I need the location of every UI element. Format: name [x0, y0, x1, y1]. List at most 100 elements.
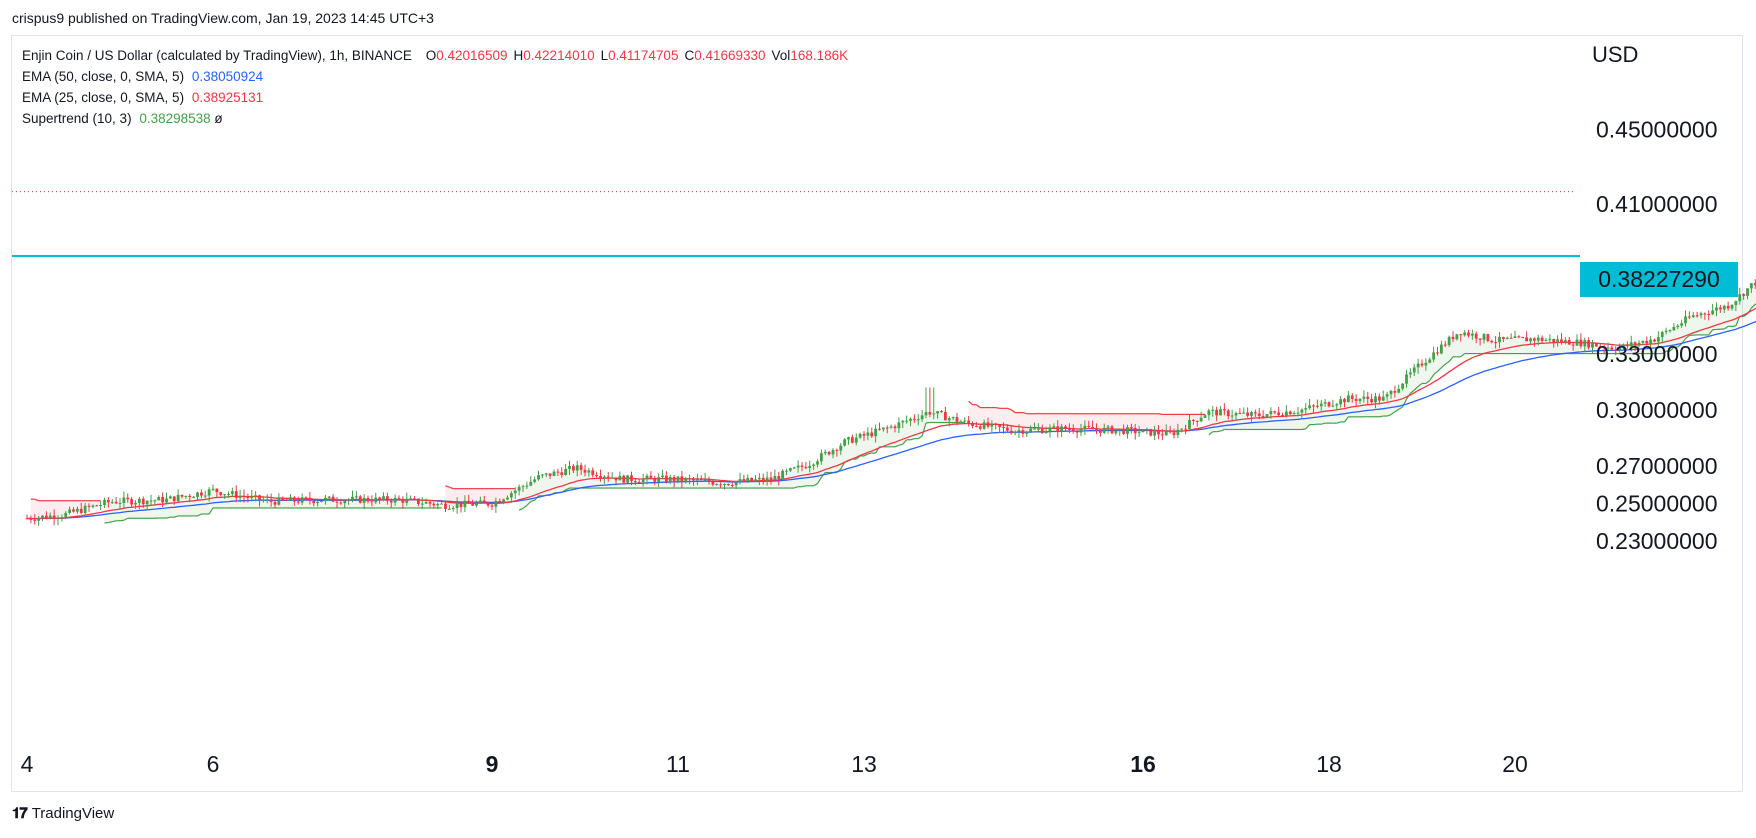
supertrend-hidden-icon[interactable]: ø	[214, 111, 223, 126]
candle	[1222, 403, 1226, 416]
candle	[1133, 424, 1137, 440]
candle-body	[273, 501, 277, 505]
candle	[971, 421, 974, 429]
legend-ema25-row[interactable]: EMA (25, close, 0, SMA, 5) 0.38925131	[22, 87, 848, 108]
candle-body	[757, 477, 761, 480]
candle-body	[149, 500, 153, 502]
candle-body	[695, 479, 699, 481]
candle	[1064, 424, 1067, 431]
candle-body	[1191, 419, 1195, 421]
supertrend-fill	[340, 502, 345, 508]
candle-body	[1308, 405, 1312, 409]
candle	[668, 474, 672, 485]
candle-body	[1106, 426, 1110, 428]
candle	[1563, 337, 1567, 345]
candle	[413, 496, 416, 501]
supertrend-fill	[1077, 413, 1081, 432]
supertrend-segment	[1669, 346, 1675, 352]
legend-ema50-row[interactable]: EMA (50, close, 0, SMA, 5) 0.38050924	[22, 66, 848, 87]
candle	[777, 471, 781, 486]
supertrend-fill	[1034, 413, 1039, 429]
candle	[1715, 302, 1718, 317]
supertrend-fill	[538, 474, 543, 496]
legend-symbol-row: Enjin Coin / US Dollar (calculated by Tr…	[22, 45, 848, 66]
supertrend-fill	[1065, 413, 1070, 430]
candle	[432, 502, 436, 509]
y-tick-label: 0.25000000	[1596, 490, 1718, 516]
candle-body	[358, 496, 362, 503]
candle	[1168, 425, 1172, 434]
price-line-tag[interactable]: 0.38227290	[1580, 262, 1738, 297]
candle-body	[924, 412, 928, 416]
supertrend-fill	[616, 478, 620, 489]
price-lines	[12, 191, 1580, 258]
supertrend-segment	[112, 520, 117, 523]
y-tick-label: 0.33000000	[1596, 341, 1718, 367]
supertrend-fill	[1282, 413, 1287, 430]
candle-body	[746, 477, 750, 482]
candle	[1498, 332, 1501, 349]
candle-body	[765, 477, 769, 481]
supertrend-fill	[1251, 412, 1256, 430]
candle-body	[653, 477, 657, 482]
candle	[699, 475, 703, 481]
candle-body	[1273, 411, 1277, 413]
candle-body	[331, 496, 335, 502]
supertrend-fill	[1181, 414, 1186, 430]
candle	[482, 495, 486, 503]
supertrend-fill	[30, 499, 35, 521]
candle-body	[242, 495, 246, 497]
candle	[1676, 324, 1680, 330]
candle-body	[672, 476, 676, 482]
candle-body	[1676, 325, 1680, 327]
candle	[1199, 411, 1203, 423]
supertrend-fill	[829, 452, 833, 473]
candle-body	[982, 422, 986, 429]
candle-body	[1672, 326, 1676, 331]
ema25-label: EMA (25, close, 0, SMA, 5)	[22, 90, 185, 105]
candle-body	[1405, 374, 1408, 384]
candle-body	[1532, 338, 1536, 341]
candle	[397, 495, 401, 500]
candle-body	[1126, 427, 1129, 434]
candle-body	[44, 515, 48, 519]
candle-body	[1505, 337, 1509, 339]
supertrend-segment	[518, 507, 524, 511]
candle	[1439, 340, 1443, 355]
candle	[134, 500, 137, 509]
supertrend-fill	[1363, 397, 1368, 417]
candle-body	[366, 497, 370, 502]
candle-body	[1133, 427, 1137, 434]
ohlc-key-h: H	[513, 48, 524, 63]
candle-body	[103, 499, 106, 506]
candle	[1412, 363, 1416, 377]
candle	[308, 491, 312, 505]
candle-body	[1563, 339, 1567, 343]
symbol-label[interactable]: Enjin Coin / US Dollar (calculated by Tr…	[22, 48, 412, 63]
candle-body	[1102, 427, 1106, 433]
supertrend-fill	[1732, 303, 1736, 327]
candle-body	[1598, 346, 1602, 348]
supertrend-segment	[1743, 313, 1748, 317]
candle	[157, 495, 161, 501]
supertrend-fill	[1453, 336, 1457, 357]
supertrend-segment	[816, 477, 822, 484]
legend-supertrend-row[interactable]: Supertrend (10, 3) 0.38298538 ø	[22, 108, 848, 129]
candle	[1521, 336, 1525, 339]
candle-body	[1180, 428, 1184, 430]
candle-body	[1722, 305, 1726, 310]
candle-body	[943, 411, 947, 421]
supertrend-fill	[286, 499, 291, 508]
supertrend-segment	[1440, 363, 1446, 369]
candle-body	[478, 500, 482, 504]
brand[interactable]: 𝟏𝟕 TradingView	[12, 805, 114, 822]
supertrend-fill	[1150, 413, 1155, 434]
candle	[110, 498, 114, 504]
candle-body	[1571, 344, 1575, 346]
supertrend-segment	[565, 487, 570, 491]
supertrend-fill	[1042, 413, 1047, 433]
supertrend-fill	[716, 484, 721, 489]
candle	[750, 477, 754, 482]
candle-body	[1374, 396, 1377, 403]
